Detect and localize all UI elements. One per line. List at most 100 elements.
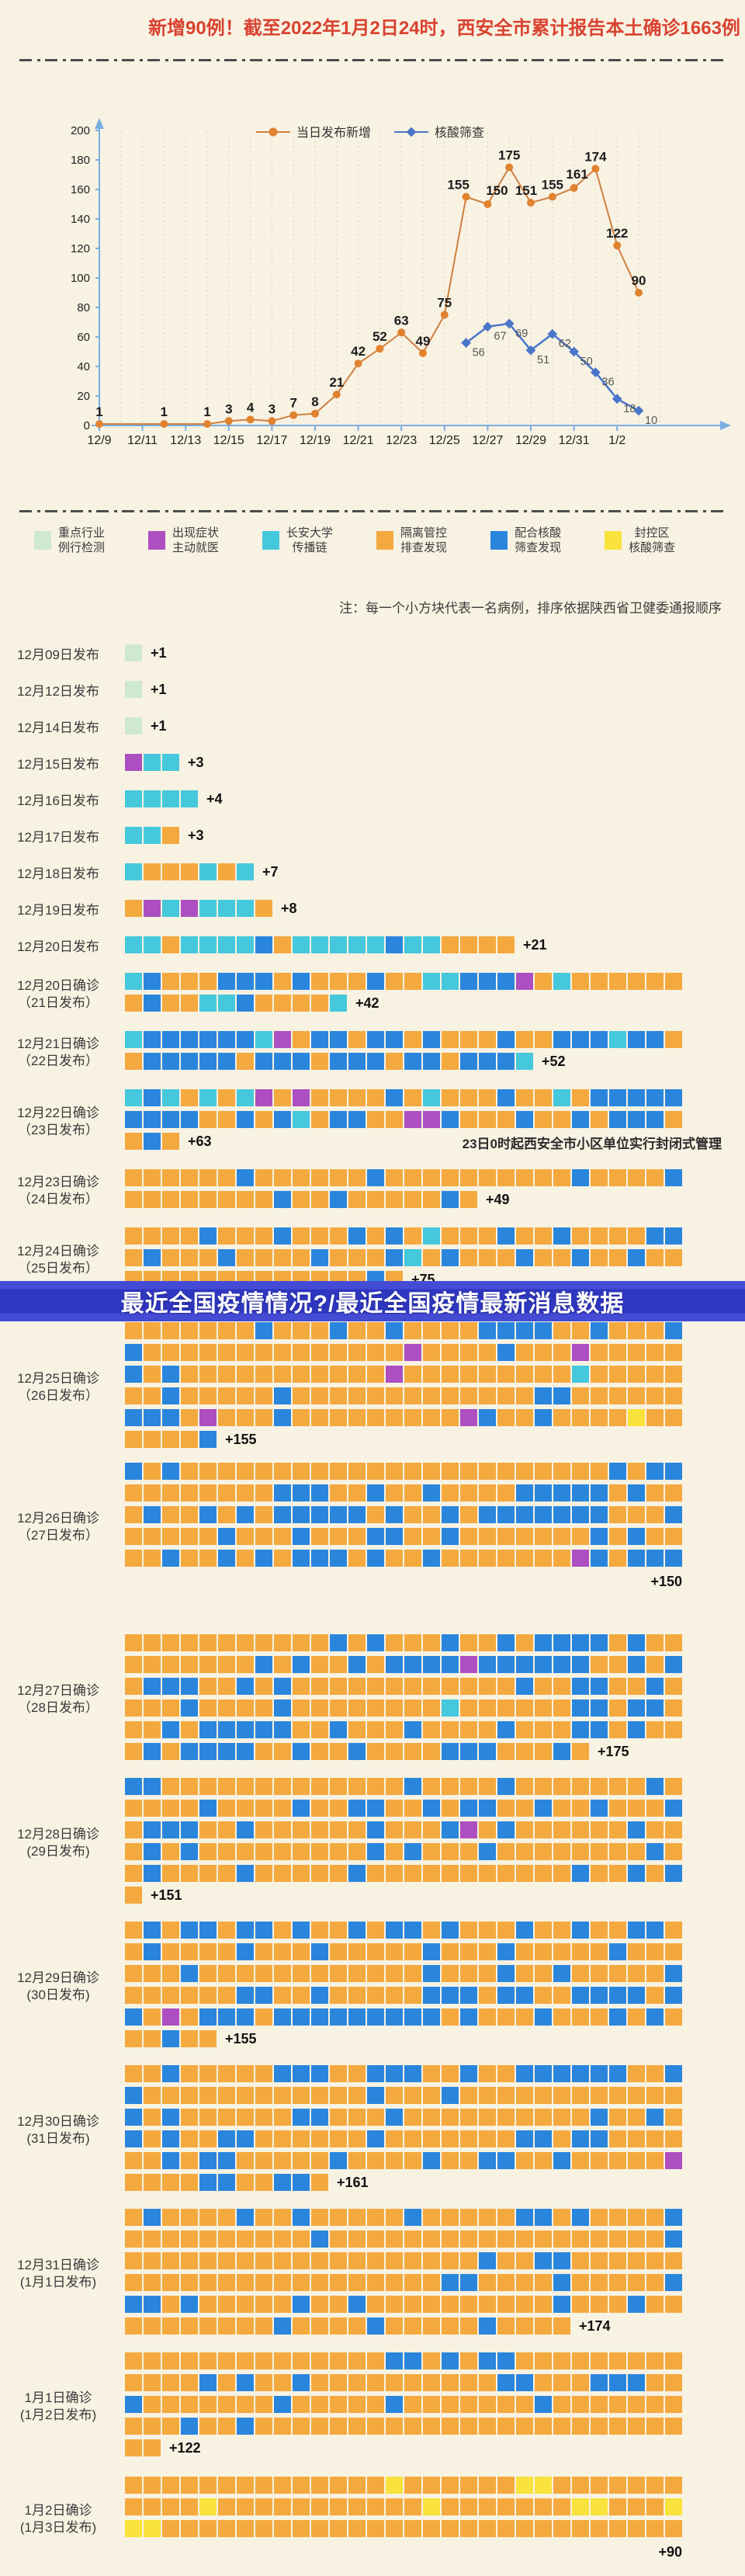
case-row-date-label: 12月12日发布 <box>17 684 99 699</box>
waffle-square <box>274 1249 291 1266</box>
waffle-square <box>330 1463 347 1480</box>
waffle-square <box>199 2374 217 2391</box>
waffle-square <box>386 1344 403 1361</box>
waffle-square <box>553 2231 570 2248</box>
waffle-square <box>125 717 142 734</box>
waffle-square <box>237 863 254 880</box>
overlay-banner-link[interactable]: 最近全国疫情情况?/最近全国疫情最新消息数据 <box>0 1281 745 1321</box>
waffle-square <box>367 1528 384 1545</box>
waffle-square <box>181 2396 198 2413</box>
waffle-square <box>479 1778 496 1795</box>
waffle-square <box>199 2352 217 2369</box>
waffle-square <box>479 1409 496 1426</box>
waffle-square <box>348 2498 366 2515</box>
waffle-square <box>646 1111 664 1128</box>
waffle-square <box>404 1484 421 1502</box>
waffle-square <box>237 1463 254 1480</box>
waffle-square <box>665 1678 682 1695</box>
data-point <box>527 199 535 207</box>
waffle-square <box>199 900 217 917</box>
waffle-square <box>144 1322 161 1339</box>
waffle-square <box>628 1387 645 1404</box>
waffle-square <box>125 995 142 1012</box>
waffle-square <box>386 1322 403 1339</box>
waffle-square <box>237 1089 254 1106</box>
series-line-0 <box>99 165 639 425</box>
waffle-square <box>255 2174 272 2191</box>
x-axis-arrow <box>720 421 731 430</box>
waffle-square <box>125 2274 142 2291</box>
waffle-square <box>665 2209 682 2226</box>
waffle-square <box>293 1743 310 1760</box>
waffle-square <box>628 1031 645 1048</box>
waffle-square <box>144 900 161 917</box>
waffle-square <box>404 1169 421 1186</box>
waffle-line <box>125 1800 745 1817</box>
waffle-square <box>665 1821 682 1838</box>
waffle-square <box>535 1865 552 1882</box>
waffle-square <box>423 2374 440 2391</box>
waffle-square <box>255 1528 272 1545</box>
waffle-square <box>516 1965 533 1982</box>
waffle-square <box>274 2109 291 2126</box>
waffle-square <box>665 2296 682 2313</box>
waffle-square <box>516 1634 533 1651</box>
waffle-square <box>125 2030 142 2047</box>
waffle-square <box>367 2087 384 2104</box>
waffle-line <box>125 2252 745 2269</box>
waffle-square <box>311 973 328 990</box>
data-point <box>548 193 556 201</box>
waffle-square <box>479 1987 496 2004</box>
waffle-square <box>386 1463 403 1480</box>
waffle-square <box>125 2477 142 2494</box>
waffle-square <box>255 1678 272 1695</box>
waffle-square <box>628 973 645 990</box>
waffle-square <box>348 1344 366 1361</box>
waffle-square <box>591 1550 608 1567</box>
waffle-square <box>497 1249 515 1266</box>
waffle-square <box>181 1800 198 1817</box>
data-label: 174 <box>584 149 607 164</box>
waffle-square <box>628 2209 645 2226</box>
waffle-square <box>572 1484 589 1502</box>
waffle-square <box>311 2352 328 2369</box>
waffle-square <box>125 1366 142 1383</box>
waffle-line: +161 <box>125 2174 745 2191</box>
waffle-square <box>572 2296 589 2313</box>
waffle-square <box>181 1843 198 1860</box>
waffle-square <box>218 1463 235 1480</box>
waffle-square <box>181 2087 198 2104</box>
waffle-square <box>218 2418 235 2435</box>
waffle-square <box>609 1721 626 1738</box>
waffle-square <box>293 2317 310 2335</box>
waffle-square <box>386 1053 403 1070</box>
waffle-line <box>125 1409 745 1426</box>
waffle-square <box>628 2477 645 2494</box>
waffle-square <box>497 2109 515 2126</box>
waffle-square <box>162 2209 179 2226</box>
waffle-square <box>609 973 626 990</box>
waffle-square <box>144 1506 161 1523</box>
data-label: 161 <box>566 167 587 182</box>
waffle-square <box>125 2231 142 2248</box>
waffle-square <box>665 973 682 990</box>
data-label: 155 <box>542 178 563 193</box>
waffle-square <box>125 2252 142 2269</box>
waffle-square <box>162 1191 179 1208</box>
waffle-square <box>572 1800 589 1817</box>
case-row-date-label: 12月25日确诊 （26日发布） <box>17 1371 99 1403</box>
waffle-square <box>237 2374 254 2391</box>
waffle-square <box>144 2296 161 2313</box>
waffle-square <box>386 2396 403 2413</box>
waffle-line <box>125 1528 745 1545</box>
waffle-square <box>330 1800 347 1817</box>
waffle-square <box>646 1634 664 1651</box>
waffle-square <box>274 1031 291 1048</box>
waffle-square <box>628 1111 645 1128</box>
waffle-square <box>162 2130 179 2147</box>
waffle-square <box>497 2352 515 2369</box>
waffle-square <box>181 1031 198 1048</box>
waffle-square <box>274 1506 291 1523</box>
waffle-square <box>181 1550 198 1567</box>
waffle-square <box>404 2130 421 2147</box>
